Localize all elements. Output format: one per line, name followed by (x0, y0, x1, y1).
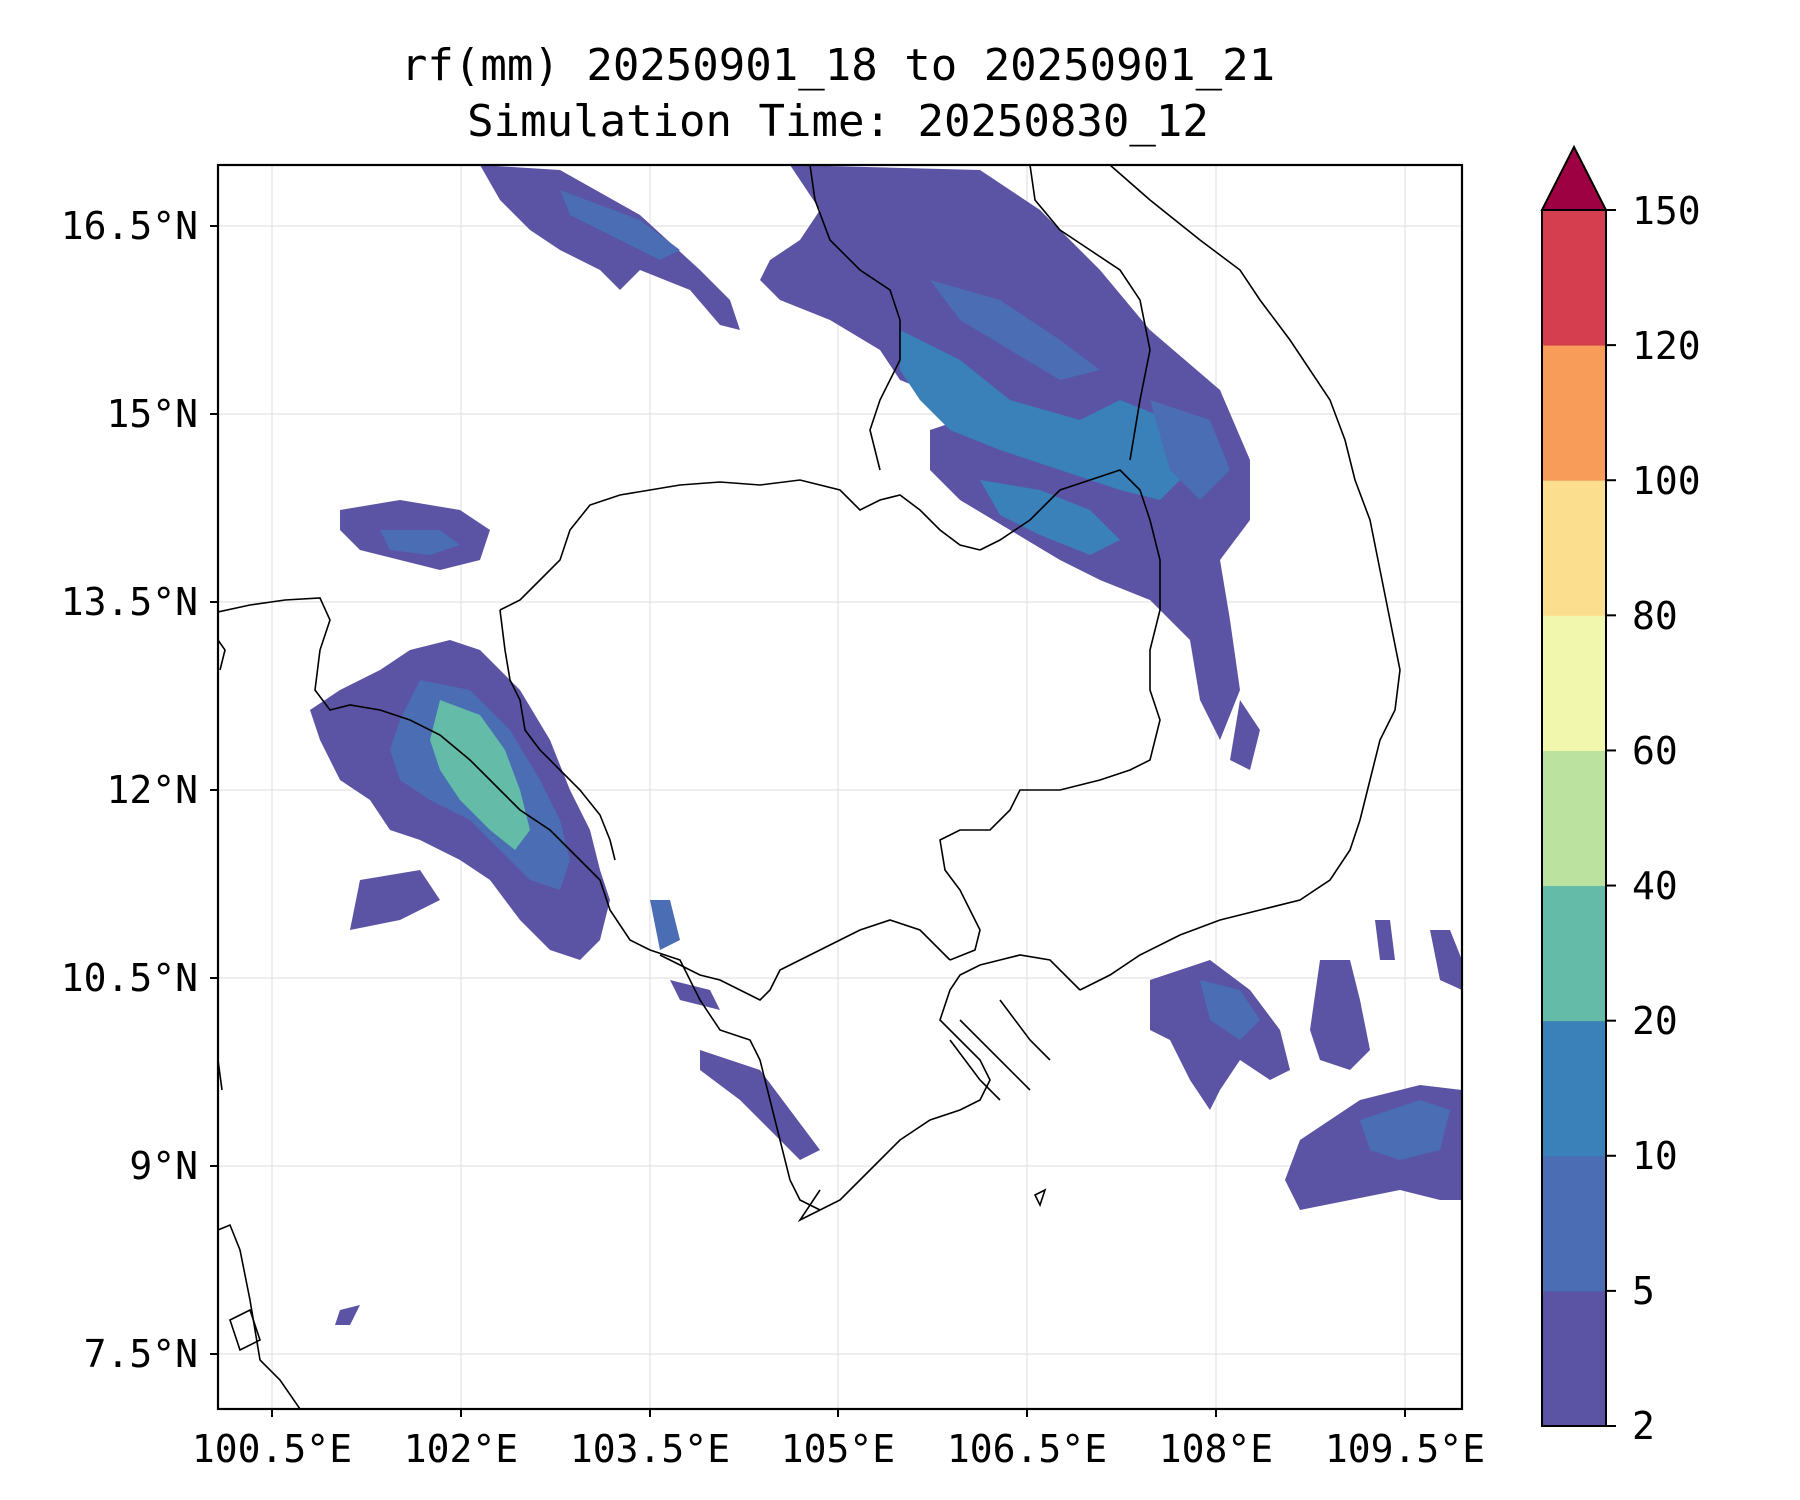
map-subtitle: Simulation Time: 20250830_12 (467, 96, 1209, 147)
colorbar-segment (1542, 750, 1606, 887)
colorbar-ticks (1606, 209, 1616, 1427)
lon-tick-label: 102°E (404, 1427, 518, 1471)
colorbar-tick-label: 40 (1632, 864, 1678, 908)
colorbar-tick-label: 120 (1632, 324, 1701, 368)
colorbar-segment (1542, 885, 1606, 1022)
colorbar-segment (1542, 1155, 1606, 1292)
map-title: rf(mm) 20250901_18 to 20250901_21 (401, 40, 1275, 91)
colorbar-extend-arrow (1540, 144, 1608, 211)
map-frame (216, 163, 1464, 1411)
lat-tick-label: 16.5°N (61, 204, 198, 248)
colorbar-segment (1542, 1020, 1606, 1157)
lon-axis: 100.5°E 102°E 103.5°E 105°E 106.5°E 108°… (192, 1409, 1485, 1471)
colorbar-tick-label: 100 (1632, 459, 1701, 503)
colorbar-tick-label: 60 (1632, 729, 1678, 773)
colorbar: 2 5 10 20 40 60 80 100 120 150 (1540, 144, 1701, 1448)
map-panel: 16.5°N 15°N 13.5°N 12°N 10.5°N 9°N 7.5°N… (61, 163, 1485, 1471)
colorbar-segments (1542, 210, 1606, 1427)
colorbar-tick-label: 2 (1632, 1404, 1655, 1448)
lat-tick-label: 15°N (106, 392, 198, 436)
lat-tick-label: 7.5°N (84, 1332, 198, 1376)
lon-tick-label: 109.5°E (1325, 1427, 1485, 1471)
lon-tick-label: 106.5°E (947, 1427, 1107, 1471)
colorbar-segment (1542, 480, 1606, 616)
lon-tick-label: 103.5°E (570, 1427, 730, 1471)
colorbar-segment (1542, 345, 1606, 481)
coastlines-and-borders (218, 165, 1401, 1409)
lat-tick-label: 12°N (106, 768, 198, 812)
lon-tick-label: 105°E (781, 1427, 895, 1471)
lat-tick-label: 9°N (129, 1144, 198, 1188)
colorbar-segment (1542, 210, 1606, 346)
colorbar-tick-label: 80 (1632, 594, 1678, 638)
colorbar-tick-label: 10 (1632, 1134, 1678, 1178)
lat-tick-label: 13.5°N (61, 580, 198, 624)
colorbar-tick-label: 5 (1632, 1269, 1655, 1313)
colorbar-tick-label: 150 (1632, 189, 1701, 233)
lon-tick-label: 100.5°E (192, 1427, 352, 1471)
lon-tick-label: 108°E (1159, 1427, 1273, 1471)
colorbar-tick-label: 20 (1632, 999, 1678, 1043)
lat-axis: 16.5°N 15°N 13.5°N 12°N 10.5°N 9°N 7.5°N (61, 204, 218, 1376)
colorbar-segment (1542, 615, 1606, 751)
lat-tick-label: 10.5°N (61, 956, 198, 1000)
colorbar-segment (1542, 1290, 1606, 1427)
colorbar-frame (1541, 209, 1607, 1427)
colorbar-tick-labels: 2 5 10 20 40 60 80 100 120 150 (1632, 189, 1701, 1448)
